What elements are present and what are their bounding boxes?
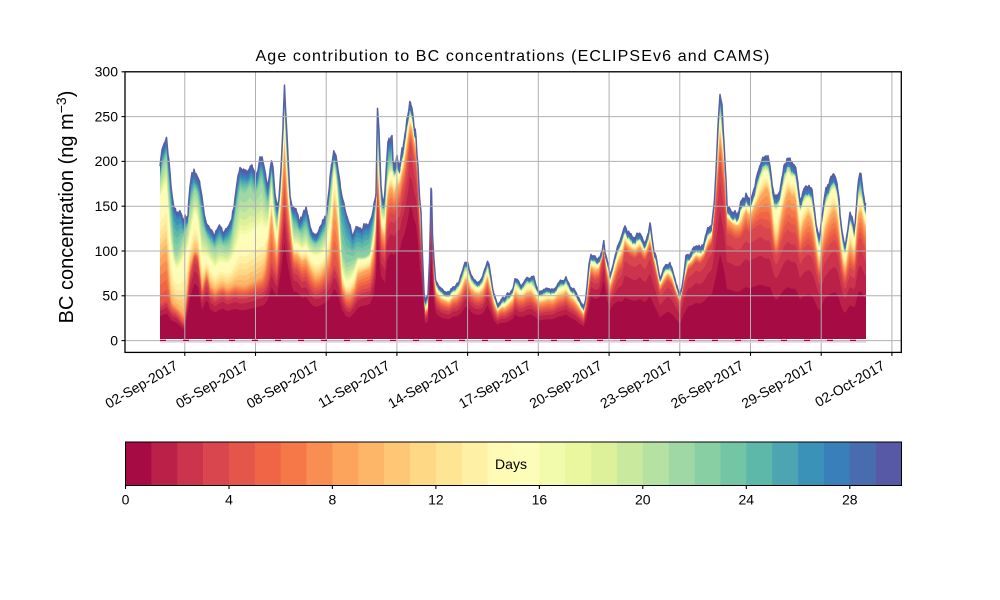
svg-text:200: 200 (95, 153, 119, 169)
svg-text:20: 20 (635, 492, 651, 508)
svg-text:4: 4 (225, 492, 233, 508)
svg-text:28: 28 (842, 492, 858, 508)
svg-text:150: 150 (95, 198, 119, 214)
svg-text:24: 24 (739, 492, 755, 508)
svg-text:Age contribution to BC concent: Age contribution to BC concentrations (E… (256, 48, 771, 65)
svg-text:0: 0 (122, 492, 130, 508)
svg-text:BC concentration (ng m−3): BC concentration (ng m−3) (53, 91, 78, 324)
svg-text:Days: Days (495, 456, 527, 472)
svg-text:0: 0 (110, 332, 118, 348)
svg-text:100: 100 (95, 243, 119, 259)
svg-text:300: 300 (95, 64, 119, 80)
svg-text:16: 16 (532, 492, 548, 508)
svg-text:250: 250 (95, 108, 119, 124)
svg-text:12: 12 (428, 492, 444, 508)
svg-text:50: 50 (102, 288, 118, 304)
svg-text:8: 8 (329, 492, 337, 508)
